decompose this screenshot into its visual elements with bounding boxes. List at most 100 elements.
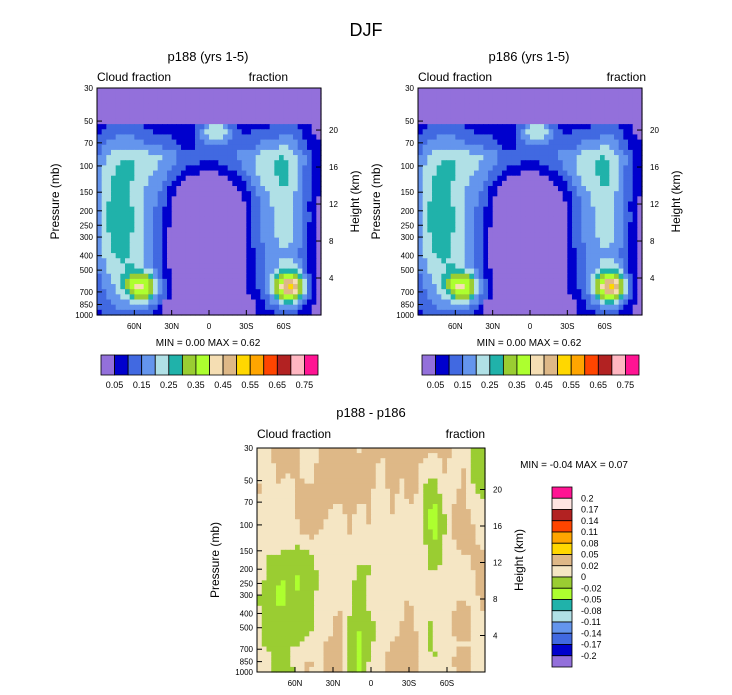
contour-cell <box>190 196 196 203</box>
contour-cell <box>279 263 285 270</box>
contour-cell <box>530 108 536 115</box>
contour-cell <box>539 160 545 166</box>
contour-cell <box>511 191 517 197</box>
contour-cell <box>307 304 313 311</box>
contour-cell <box>143 211 149 218</box>
contour-cell <box>279 129 285 136</box>
contour-cell <box>323 458 329 464</box>
contour-cell <box>502 263 508 270</box>
contour-cell <box>609 88 615 94</box>
contour-cell <box>572 196 578 203</box>
contour-cell <box>474 237 480 244</box>
contour-cell <box>441 304 447 311</box>
contour-cell <box>134 134 140 141</box>
contour-cell <box>227 175 233 182</box>
contour-cell <box>432 155 438 161</box>
contour-cell <box>441 222 447 228</box>
contour-cell <box>218 186 224 192</box>
contour-cell <box>516 227 522 234</box>
contour-cell <box>276 509 282 515</box>
contour-cell <box>185 124 191 130</box>
contour-cell <box>261 509 268 515</box>
contour-cell <box>576 242 582 249</box>
contour-cell <box>497 170 503 177</box>
contour-cell <box>567 93 573 99</box>
contour-cell <box>232 144 238 151</box>
contour-cell <box>455 263 461 270</box>
contour-cell <box>157 253 163 259</box>
contour-cell <box>604 144 610 151</box>
contour-cell <box>492 206 498 213</box>
contour-cell <box>97 247 103 254</box>
contour-cell <box>265 165 271 172</box>
contour-cell <box>460 242 466 249</box>
contour-cell <box>451 468 458 475</box>
contour-cell <box>171 216 177 223</box>
contour-cell <box>488 98 494 105</box>
contour-cell <box>227 216 233 223</box>
contour-cell <box>609 103 615 110</box>
contour-cell <box>171 155 177 161</box>
contour-cell <box>511 294 517 301</box>
contour-cell <box>125 263 131 270</box>
contour-cell <box>604 284 610 290</box>
contour-cell <box>333 493 339 500</box>
contour-cell <box>311 304 317 311</box>
contour-cell <box>266 509 272 515</box>
contour-cell <box>227 170 233 177</box>
contour-cell <box>539 201 545 208</box>
colorbar-box <box>100 354 115 376</box>
contour-cell <box>218 103 224 110</box>
contour-cell <box>632 211 638 218</box>
contour-cell <box>450 134 456 141</box>
contour-cell <box>356 509 363 515</box>
contour-cell <box>260 165 266 172</box>
contour-cell <box>460 237 466 244</box>
contour-cell <box>469 191 475 197</box>
contour-cell <box>266 458 272 464</box>
contour-cell <box>218 149 224 156</box>
contour-cell <box>293 191 299 197</box>
contour-cell <box>623 144 629 151</box>
contour-cell <box>469 222 475 228</box>
contour-cell <box>511 93 517 99</box>
contour-cell <box>290 448 296 454</box>
contour-cell <box>539 309 545 316</box>
contour-cell <box>511 211 517 218</box>
contour-cell <box>241 237 247 244</box>
contour-cell <box>530 309 536 316</box>
contour-cell <box>255 232 261 239</box>
contour-cell <box>265 93 271 99</box>
contour-cell <box>581 108 587 115</box>
contour-cell <box>604 165 610 172</box>
contour-cell <box>562 88 568 94</box>
contour-cell <box>288 289 294 295</box>
contour-cell <box>115 299 121 306</box>
contour-cell <box>614 304 620 311</box>
contour-cell <box>190 98 196 105</box>
contour-cell <box>134 196 140 203</box>
contour-cell <box>120 113 126 120</box>
contour-cell <box>223 88 229 94</box>
contour-cell <box>478 284 484 290</box>
contour-cell <box>283 191 289 197</box>
contour-cell <box>572 263 578 270</box>
contour-cell <box>375 488 382 495</box>
contour-cell <box>427 237 433 244</box>
contour-cell <box>283 211 289 218</box>
contour-cell <box>246 289 252 295</box>
contour-cell <box>246 278 252 285</box>
contour-cell <box>483 273 489 280</box>
contour-cell <box>422 232 428 239</box>
contour-cell <box>297 284 303 290</box>
contour-cell <box>595 186 601 192</box>
contour-cell <box>548 258 554 265</box>
contour-cell <box>265 103 271 110</box>
contour-cell <box>572 253 578 259</box>
contour-cell <box>293 103 299 110</box>
contour-cell <box>157 268 163 275</box>
contour-cell <box>148 149 154 156</box>
contour-cell <box>307 186 313 192</box>
contour-cell <box>129 196 135 203</box>
contour-cell <box>125 93 131 99</box>
